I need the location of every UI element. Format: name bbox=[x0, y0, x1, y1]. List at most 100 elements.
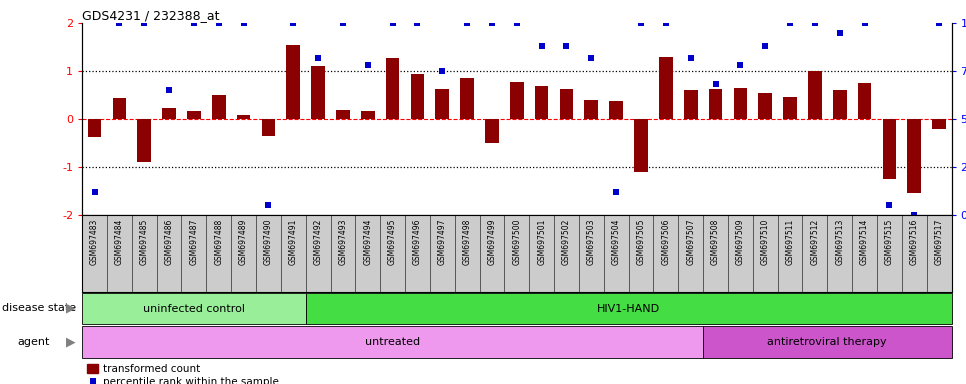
Bar bbox=[535, 86, 549, 119]
Point bbox=[906, 212, 922, 218]
Bar bbox=[659, 57, 672, 119]
Point bbox=[882, 202, 897, 209]
Point bbox=[211, 20, 226, 26]
Bar bbox=[634, 119, 648, 172]
Point bbox=[384, 20, 400, 26]
Text: HIV1-HAND: HIV1-HAND bbox=[597, 304, 660, 314]
Text: GSM697508: GSM697508 bbox=[711, 219, 720, 265]
Text: disease state: disease state bbox=[2, 303, 76, 313]
Text: GSM697492: GSM697492 bbox=[314, 219, 323, 265]
Point bbox=[782, 20, 798, 26]
Bar bbox=[336, 111, 350, 119]
Point bbox=[335, 20, 351, 26]
Point bbox=[112, 20, 128, 26]
Point bbox=[732, 62, 748, 68]
Bar bbox=[907, 119, 922, 194]
Text: antiretroviral therapy: antiretroviral therapy bbox=[768, 337, 887, 347]
Bar bbox=[858, 83, 871, 119]
Bar bbox=[385, 58, 400, 119]
Text: GSM697509: GSM697509 bbox=[736, 219, 745, 265]
Bar bbox=[833, 90, 846, 119]
Bar bbox=[883, 119, 896, 179]
Text: GSM697516: GSM697516 bbox=[910, 219, 919, 265]
Text: GSM697500: GSM697500 bbox=[512, 219, 522, 265]
Text: ▶: ▶ bbox=[66, 302, 75, 315]
Text: GSM697485: GSM697485 bbox=[140, 219, 149, 265]
Point bbox=[410, 20, 425, 26]
Text: uninfected control: uninfected control bbox=[143, 304, 245, 314]
Bar bbox=[212, 95, 226, 119]
Text: GSM697507: GSM697507 bbox=[686, 219, 696, 265]
Text: GSM697505: GSM697505 bbox=[637, 219, 645, 265]
Point bbox=[136, 20, 152, 26]
Bar bbox=[610, 101, 623, 119]
Bar bbox=[305, 293, 952, 324]
Bar bbox=[808, 71, 822, 119]
Point bbox=[857, 20, 872, 26]
Point bbox=[87, 189, 102, 195]
Point bbox=[186, 20, 202, 26]
Text: GSM697504: GSM697504 bbox=[611, 219, 621, 265]
Text: GSM697491: GSM697491 bbox=[289, 219, 298, 265]
Text: GSM697484: GSM697484 bbox=[115, 219, 124, 265]
Bar bbox=[162, 109, 176, 119]
Text: GSM697513: GSM697513 bbox=[836, 219, 844, 265]
Bar bbox=[461, 78, 474, 119]
Bar bbox=[237, 115, 250, 119]
Point bbox=[286, 20, 301, 26]
Text: GSM697499: GSM697499 bbox=[488, 219, 497, 265]
Point bbox=[360, 62, 376, 68]
Point bbox=[808, 20, 823, 26]
Bar bbox=[436, 89, 449, 119]
Bar bbox=[932, 119, 946, 129]
Text: GSM697511: GSM697511 bbox=[785, 219, 795, 265]
Point bbox=[460, 20, 475, 26]
Text: GSM697512: GSM697512 bbox=[810, 219, 819, 265]
Point bbox=[708, 81, 724, 88]
Point bbox=[484, 20, 499, 26]
Point bbox=[832, 30, 847, 36]
Bar bbox=[559, 89, 574, 119]
Bar bbox=[137, 119, 151, 162]
Text: GSM697487: GSM697487 bbox=[189, 219, 198, 265]
Text: GSM697501: GSM697501 bbox=[537, 219, 546, 265]
Text: GSM697510: GSM697510 bbox=[760, 219, 770, 265]
Text: GSM697517: GSM697517 bbox=[934, 219, 944, 265]
Bar bbox=[112, 98, 127, 119]
Point bbox=[558, 43, 574, 49]
Text: GSM697488: GSM697488 bbox=[214, 219, 223, 265]
Point bbox=[757, 43, 773, 49]
Bar bbox=[733, 88, 748, 119]
Bar bbox=[709, 89, 723, 119]
Point bbox=[310, 55, 326, 61]
Text: GSM697502: GSM697502 bbox=[562, 219, 571, 265]
Bar bbox=[82, 326, 703, 358]
Bar bbox=[485, 119, 498, 143]
Point bbox=[583, 55, 599, 61]
Text: GSM697489: GSM697489 bbox=[239, 219, 248, 265]
Bar bbox=[584, 100, 598, 119]
Text: GSM697515: GSM697515 bbox=[885, 219, 894, 265]
Text: GSM697490: GSM697490 bbox=[264, 219, 273, 265]
Bar bbox=[286, 45, 300, 119]
Point bbox=[161, 87, 177, 93]
Bar bbox=[703, 326, 952, 358]
Text: GDS4231 / 232388_at: GDS4231 / 232388_at bbox=[82, 9, 219, 22]
Point bbox=[236, 20, 251, 26]
Text: agent: agent bbox=[17, 337, 50, 347]
Point bbox=[931, 20, 947, 26]
Text: GSM697497: GSM697497 bbox=[438, 219, 447, 265]
Text: GSM697493: GSM697493 bbox=[338, 219, 348, 265]
Bar bbox=[361, 111, 375, 119]
Point bbox=[634, 20, 649, 26]
Text: GSM697506: GSM697506 bbox=[662, 219, 670, 265]
Bar bbox=[311, 66, 325, 119]
Bar bbox=[510, 82, 524, 119]
Bar bbox=[684, 90, 697, 119]
Bar bbox=[88, 119, 101, 137]
Bar bbox=[187, 111, 201, 119]
Text: GSM697503: GSM697503 bbox=[586, 219, 596, 265]
Point bbox=[658, 20, 673, 26]
Text: GSM697495: GSM697495 bbox=[388, 219, 397, 265]
Point bbox=[509, 20, 525, 26]
